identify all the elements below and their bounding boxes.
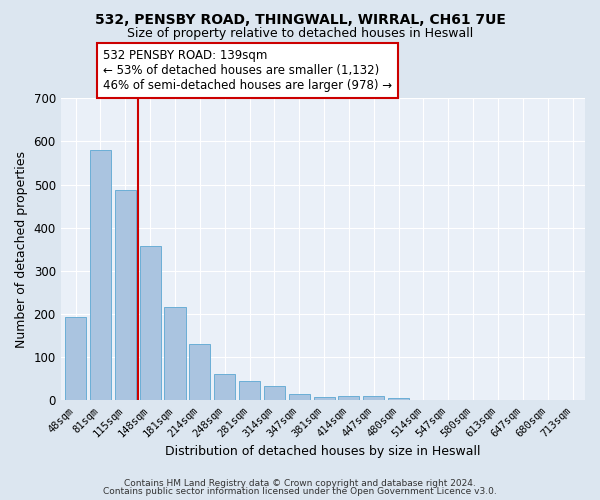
Bar xyxy=(140,246,161,400)
Bar xyxy=(164,307,185,400)
Bar xyxy=(65,317,86,400)
Bar xyxy=(314,398,335,400)
Bar xyxy=(214,374,235,400)
Bar xyxy=(388,398,409,400)
Bar xyxy=(289,394,310,400)
Bar xyxy=(115,190,136,400)
Text: Size of property relative to detached houses in Heswall: Size of property relative to detached ho… xyxy=(127,28,473,40)
Text: 532, PENSBY ROAD, THINGWALL, WIRRAL, CH61 7UE: 532, PENSBY ROAD, THINGWALL, WIRRAL, CH6… xyxy=(95,12,505,26)
Text: Contains HM Land Registry data © Crown copyright and database right 2024.: Contains HM Land Registry data © Crown c… xyxy=(124,478,476,488)
Y-axis label: Number of detached properties: Number of detached properties xyxy=(15,151,28,348)
Bar xyxy=(363,396,385,400)
Bar xyxy=(189,344,211,401)
Text: 532 PENSBY ROAD: 139sqm
← 53% of detached houses are smaller (1,132)
46% of semi: 532 PENSBY ROAD: 139sqm ← 53% of detache… xyxy=(103,49,392,92)
Bar xyxy=(239,382,260,400)
Bar xyxy=(90,150,111,401)
X-axis label: Distribution of detached houses by size in Heswall: Distribution of detached houses by size … xyxy=(165,444,481,458)
Bar xyxy=(264,386,285,400)
Bar xyxy=(338,396,359,400)
Text: Contains public sector information licensed under the Open Government Licence v3: Contains public sector information licen… xyxy=(103,487,497,496)
